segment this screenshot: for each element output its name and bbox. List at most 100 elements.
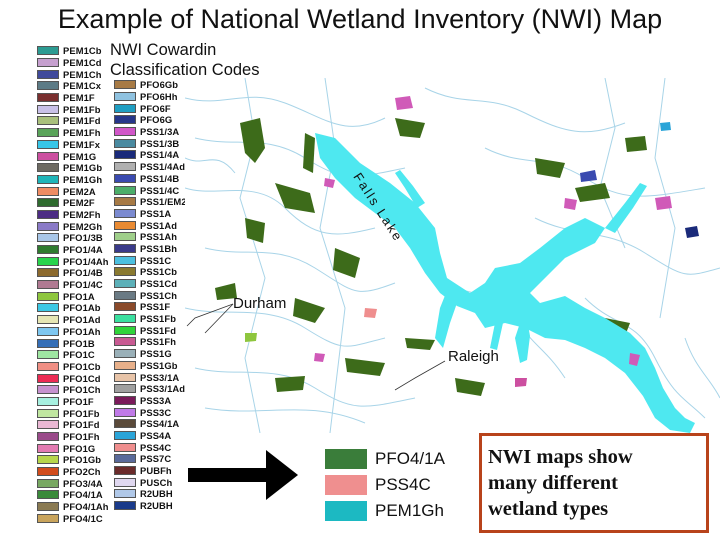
legend-swatch — [37, 280, 59, 290]
legend-code: PSS1Bh — [140, 242, 178, 254]
legend-column-2: PFO6Gb PFO6Hh PFO6F PFO6G PSS1/3A PSS1/3B PSS1… — [114, 79, 192, 511]
key-code: PEM1Gh — [375, 501, 444, 520]
legend-item: PEM1F — [37, 92, 109, 104]
key-swatch — [325, 501, 367, 521]
legend-item: PEM2Gh — [37, 220, 109, 232]
key-swatch — [325, 449, 367, 469]
legend-item: PSS1/4Ad — [114, 161, 192, 173]
legend-item: PFO1Ab — [37, 302, 109, 314]
legend-item: PFO1Ch — [37, 384, 109, 396]
legend-code: PSS1A — [140, 207, 172, 219]
legend-code: PSS1Fh — [140, 336, 177, 348]
key-swatch — [325, 475, 367, 495]
legend-item: PSS1/4C — [114, 184, 192, 196]
legend-swatch — [114, 407, 136, 417]
legend-swatch — [114, 302, 136, 312]
legend-item: PFO4/1Ah — [37, 501, 109, 513]
legend-item: PEM1Fh — [37, 127, 109, 139]
legend-code: PSS1Fd — [140, 324, 177, 336]
legend-swatch — [37, 81, 59, 91]
legend-code: PEM1F — [63, 92, 95, 104]
legend-item: PSS1Fh — [114, 336, 192, 348]
legend-swatch — [37, 303, 59, 313]
legend-code: PSS1/4Ad — [140, 161, 186, 173]
legend-swatch — [37, 151, 59, 161]
legend-swatch — [37, 396, 59, 406]
legend-item: PFO1Ah — [37, 326, 109, 338]
legend-swatch — [37, 385, 59, 395]
legend-item: PFO6F — [114, 102, 192, 114]
wetland-map-svg — [185, 78, 720, 433]
legend-item: PFO6Gb — [114, 79, 192, 91]
legend-swatch — [37, 315, 59, 325]
legend-item: PFO1Ad — [37, 314, 109, 326]
legend-swatch — [114, 314, 136, 324]
legend-code: R2UBH — [140, 488, 173, 500]
legend-code: PFO1A — [63, 290, 95, 302]
legend-swatch — [37, 373, 59, 383]
legend-code: PSS1Fb — [140, 313, 177, 325]
legend-code: PEM1Fb — [63, 103, 101, 115]
legend-swatch — [37, 245, 59, 255]
slide-title: Example of National Wetland Inventory (N… — [57, 4, 663, 34]
legend-code: PSS3C — [140, 406, 172, 418]
legend-item: PSS1Ad — [114, 219, 192, 231]
legend-swatch — [114, 92, 136, 102]
legend-code: PFO1C — [63, 349, 95, 361]
legend-item: PFO2Ch — [37, 466, 109, 478]
emergent-wetlands — [314, 96, 672, 366]
legend-code: PFO1Gb — [63, 454, 102, 466]
legend-item: PEM1Gh — [37, 174, 109, 186]
legend-swatch — [37, 163, 59, 173]
legend-item: PFO1/3B — [37, 232, 109, 244]
legend-swatch — [37, 338, 59, 348]
key-code: PFO4/1A — [375, 449, 445, 468]
legend-item: PSS3/1A — [114, 371, 192, 383]
legend-item: PSS1Ah — [114, 231, 192, 243]
legend-item: PFO4/1A — [37, 489, 109, 501]
legend-code: PSS1/4B — [140, 172, 180, 184]
legend-code: PEM1Cb — [63, 45, 102, 57]
legend-heading: NWI Cowardin Classification Codes — [110, 40, 259, 80]
legend-code: PFO1G — [63, 442, 96, 454]
legend-item: PFO1Cd — [37, 372, 109, 384]
durham-label: Durham — [233, 295, 287, 312]
legend-swatch — [114, 115, 136, 125]
legend-swatch — [114, 80, 136, 90]
legend-item: PFO1/4Ah — [37, 255, 109, 267]
legend-item: PSS1Fd — [114, 324, 192, 336]
legend-item: PEM2A — [37, 185, 109, 197]
legend-item: PEM1Cx — [37, 80, 109, 92]
legend-swatch — [37, 408, 59, 418]
legend-swatch — [114, 442, 136, 452]
legend-code: PEM1Cd — [63, 57, 102, 69]
legend-swatch — [37, 46, 59, 56]
legend-swatch — [114, 349, 136, 359]
legend-code: PFO1/4C — [63, 279, 103, 291]
legend-item: PSS4/1A — [114, 418, 192, 430]
legend-item: PSS1G — [114, 348, 192, 360]
legend-swatch — [114, 454, 136, 464]
legend-code: PEM1Ch — [63, 68, 102, 80]
legend-swatch — [37, 490, 59, 500]
legend-item: PFO1/4B — [37, 267, 109, 279]
legend-item: PEM1G — [37, 150, 109, 162]
legend-item: PUSCh — [114, 476, 192, 488]
legend-item: PSS1A — [114, 208, 192, 220]
legend-swatch — [114, 103, 136, 113]
lake-arms — [395, 170, 647, 363]
legend-item: PSS1F — [114, 301, 192, 313]
legend-code: R2UBH — [140, 500, 173, 512]
legend-swatch — [114, 430, 136, 440]
legend-code: PSS7C — [140, 453, 172, 465]
legend-item: PEM2Fh — [37, 209, 109, 221]
legend-code: PFO1Ch — [63, 384, 101, 396]
arrow-right-icon — [188, 450, 298, 500]
legend-swatch — [114, 173, 136, 183]
legend-code: PSS4A — [140, 429, 172, 441]
callout-line-3: wetland types — [488, 498, 609, 520]
legend-swatch — [114, 220, 136, 230]
legend-swatch — [37, 128, 59, 138]
legend-swatch — [114, 395, 136, 405]
legend-swatch — [37, 432, 59, 442]
